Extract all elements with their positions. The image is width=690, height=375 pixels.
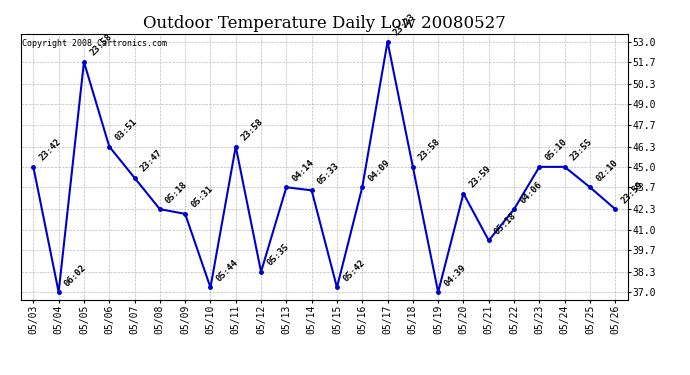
Text: 05:18: 05:18 xyxy=(493,211,518,236)
Text: 05:18: 05:18 xyxy=(164,180,189,205)
Text: 05:35: 05:35 xyxy=(265,242,290,268)
Text: 05:42: 05:42 xyxy=(341,258,366,283)
Text: 23:58: 23:58 xyxy=(88,32,113,58)
Text: 23:59: 23:59 xyxy=(620,180,644,205)
Text: 23:59: 23:59 xyxy=(468,164,493,189)
Text: 23:58: 23:58 xyxy=(417,137,442,163)
Text: 23:42: 23:42 xyxy=(37,137,63,163)
Text: 05:33: 05:33 xyxy=(316,161,341,186)
Title: Outdoor Temperature Daily Low 20080527: Outdoor Temperature Daily Low 20080527 xyxy=(143,15,506,32)
Text: 04:09: 04:09 xyxy=(366,158,392,183)
Text: 23:23: 23:23 xyxy=(392,12,417,38)
Text: 23:58: 23:58 xyxy=(240,117,265,142)
Text: 04:39: 04:39 xyxy=(442,262,468,288)
Text: 05:31: 05:31 xyxy=(189,184,215,210)
Text: 06:02: 06:02 xyxy=(63,262,88,288)
Text: 23:55: 23:55 xyxy=(569,137,594,163)
Text: 02:10: 02:10 xyxy=(594,158,620,183)
Text: 03:51: 03:51 xyxy=(113,117,139,142)
Text: 04:06: 04:06 xyxy=(518,180,544,205)
Text: 05:10: 05:10 xyxy=(544,137,569,163)
Text: 23:47: 23:47 xyxy=(139,148,164,174)
Text: Copyright 2008 Cartronics.com: Copyright 2008 Cartronics.com xyxy=(22,39,167,48)
Text: 05:44: 05:44 xyxy=(215,258,240,283)
Text: 04:14: 04:14 xyxy=(290,158,316,183)
